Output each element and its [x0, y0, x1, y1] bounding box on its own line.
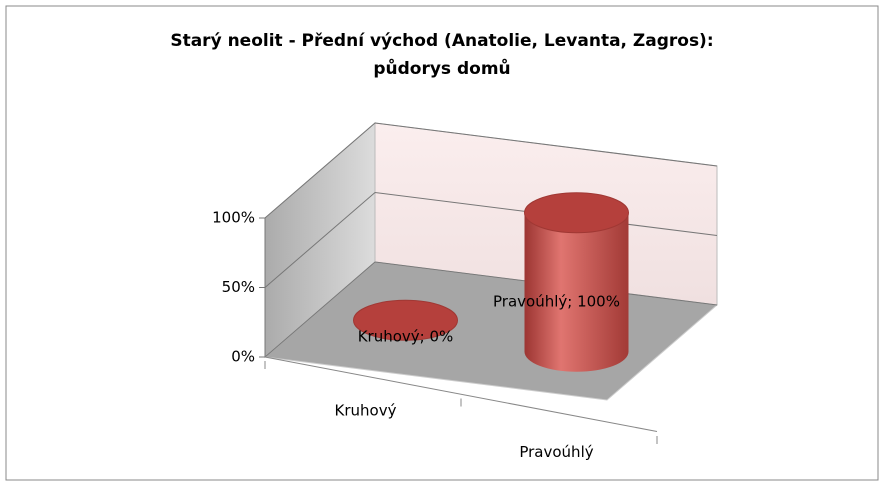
- cylinder-top: [353, 299, 458, 341]
- y-tick-label: 50%: [222, 278, 255, 296]
- data-label: Kruhový; 0%: [358, 328, 454, 346]
- data-label: Pravoúhlý; 100%: [493, 293, 620, 311]
- x-axis: [264, 356, 658, 432]
- x-tick-label: Pravoúhlý: [519, 443, 593, 461]
- chart-title: Starý neolit - Přední východ (Anatolie, …: [170, 31, 713, 51]
- y-tick-label: 0%: [231, 348, 255, 366]
- cylinder-top: [524, 192, 629, 234]
- x-tick-label: Kruhový: [335, 401, 397, 419]
- cylinder: [524, 192, 629, 372]
- grid-line: [264, 122, 718, 219]
- chart-title: půdorys domů: [373, 57, 510, 79]
- cylinder-body: [524, 212, 629, 372]
- y-tick-label: 100%: [212, 209, 255, 227]
- cylinder: [353, 299, 458, 341]
